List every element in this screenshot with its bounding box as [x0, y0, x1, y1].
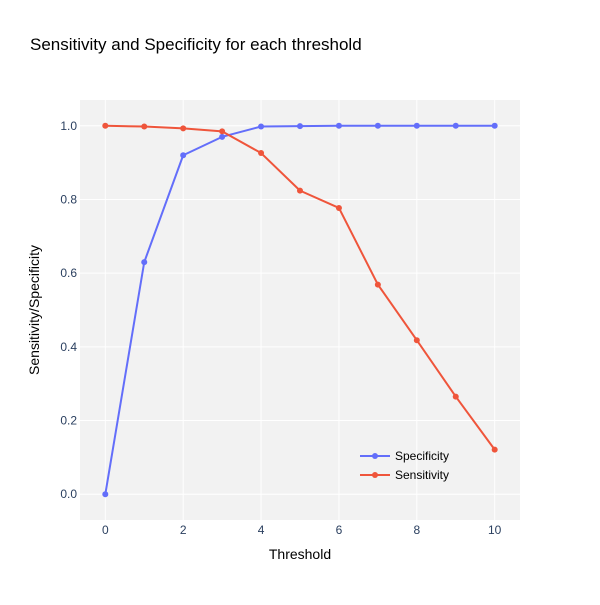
x-tick-label: 0 [102, 523, 109, 537]
x-tick-label: 6 [336, 523, 343, 537]
data-point-sensitivity [374, 281, 381, 288]
data-point-specificity [297, 123, 303, 130]
data-point-specificity [258, 123, 265, 130]
data-point-sensitivity [452, 393, 459, 400]
data-point-specificity [335, 122, 342, 129]
legend-label: Specificity [395, 449, 449, 463]
data-point-specificity [141, 259, 148, 266]
x-tick-label: 10 [488, 523, 502, 537]
x-tick-label: 2 [180, 523, 187, 537]
y-tick-label: 0.2 [60, 414, 77, 428]
x-axis-title: Threshold [269, 546, 331, 562]
y-tick-label: 0.6 [60, 266, 77, 280]
data-point-sensitivity [219, 128, 226, 135]
y-axis-ticks: 0.0 0.2 0.4 0.6 0.8 1.0 [60, 119, 77, 501]
data-point-sensitivity [491, 446, 498, 453]
data-point-sensitivity [335, 204, 342, 211]
data-point-specificity [491, 122, 498, 129]
y-tick-label: 0.4 [60, 340, 77, 354]
data-point-sensitivity [258, 150, 265, 157]
data-point-sensitivity [297, 187, 303, 194]
legend-swatch-marker [372, 453, 378, 459]
y-tick-label: 0.0 [60, 487, 77, 501]
y-axis-title: Sensitivity/Specificity [26, 245, 42, 375]
legend-item-specificity: Specificity [360, 449, 449, 463]
data-point-specificity [413, 122, 420, 129]
data-point-specificity [452, 122, 459, 129]
data-point-specificity [219, 133, 226, 140]
data-point-sensitivity [141, 123, 148, 130]
y-tick-label: 0.8 [60, 192, 77, 206]
data-point-sensitivity [102, 122, 109, 129]
plot-area [80, 100, 520, 520]
legend-swatch-marker [372, 472, 378, 478]
data-point-specificity [102, 491, 109, 498]
legend-item-sensitivity: Sensitivity [360, 468, 449, 482]
data-point-specificity [180, 152, 187, 159]
data-point-sensitivity [180, 125, 187, 132]
series-specificity [102, 122, 498, 498]
y-tick-label: 1.0 [60, 119, 77, 133]
x-tick-label: 4 [258, 523, 265, 537]
data-point-sensitivity [413, 337, 420, 344]
x-axis-ticks: 0 2 4 6 8 10 [102, 523, 502, 537]
series-layer [102, 122, 498, 498]
legend-label: Sensitivity [395, 468, 449, 482]
legend: Specificity Sensitivity [360, 449, 449, 482]
data-point-specificity [374, 122, 381, 129]
x-tick-label: 8 [413, 523, 420, 537]
chart-title: Sensitivity and Specificity for each thr… [30, 35, 362, 54]
series-sensitivity [102, 122, 498, 453]
